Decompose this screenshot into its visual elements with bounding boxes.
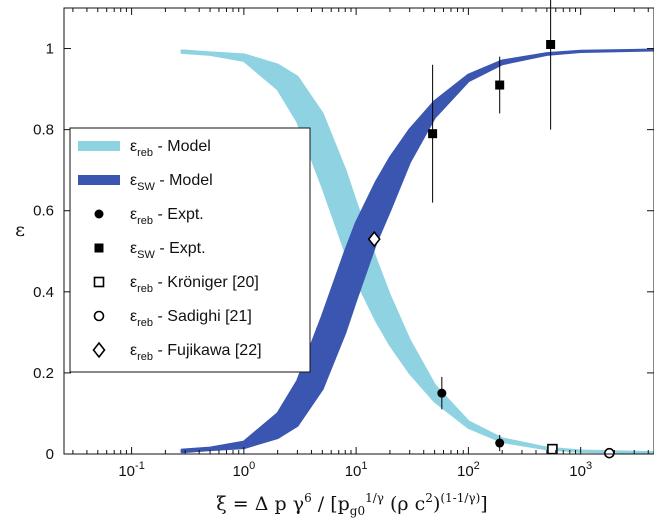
y-tick-labels: 0 0.2 0.4 0.6 0.8 1 [33, 41, 54, 463]
y-axis-label: ε [15, 219, 25, 241]
x-tick-label-2: 101 [345, 460, 368, 480]
y-tick-label-2: 0.4 [33, 284, 54, 301]
y-tick-label-3: 0.6 [33, 203, 54, 220]
marker-open-circle-0 [604, 447, 615, 459]
legend-swatch-3 [94, 243, 104, 253]
marker-filled-square-1 [495, 80, 505, 90]
marker-filled-square-0 [428, 129, 438, 139]
legend-label-4: εreb - Kröniger [20] [130, 274, 259, 295]
legend-swatch-4 [93, 276, 105, 288]
marker-filled-circle-0 [437, 388, 447, 398]
y-tick-label-4: 0.8 [33, 122, 54, 139]
legend-label-1: εSW - Model [130, 172, 213, 193]
x-tick-label-4: 103 [569, 460, 592, 480]
y-tick-label-1: 0.2 [33, 365, 54, 382]
legend-swatch-1 [78, 175, 120, 185]
legend: εreb - Model εSW - Model εreb - Expt. εSW -… [69, 127, 311, 373]
model-bands [180, 48, 654, 455]
x-tick-label-1: 100 [232, 460, 255, 480]
marker-filled-square-2 [546, 39, 556, 49]
model-band-1 [180, 48, 654, 454]
x-tick-label-0: 10-1 [118, 460, 144, 480]
legend-swatch-2 [94, 209, 104, 219]
plot-frame [63, 7, 654, 455]
data-markers [367, 39, 615, 459]
legend-swatch-6 [92, 341, 106, 359]
legend-label-0: εreb - Model [130, 138, 211, 159]
legend-label-3: εSW - Expt. [130, 240, 206, 261]
axis-ticks [64, 8, 654, 455]
legend-swatch-5 [93, 310, 105, 322]
legend-label-6: εreb - Fujikawa [22] [130, 342, 262, 363]
model-band-0 [180, 49, 654, 455]
y-tick-label-5: 1 [46, 41, 54, 58]
marker-filled-circle-1 [495, 438, 505, 448]
legend-label-2: εreb - Expt. [130, 206, 204, 227]
legend-box [69, 127, 311, 373]
marker-open-diamond-0 [367, 230, 381, 248]
x-axis-label: ξ = Δ p γ6 / [pg01/γ (ρ c2)(1-1/γ)] [216, 491, 487, 518]
y-tick-label-0: 0 [46, 446, 54, 463]
legend-swatch-0 [78, 141, 120, 151]
x-tick-label-3: 102 [457, 460, 480, 480]
x-tick-labels: 10-1 100 101 102 103 [118, 460, 592, 480]
legend-label-5: εreb - Sadighi [21] [130, 308, 252, 329]
